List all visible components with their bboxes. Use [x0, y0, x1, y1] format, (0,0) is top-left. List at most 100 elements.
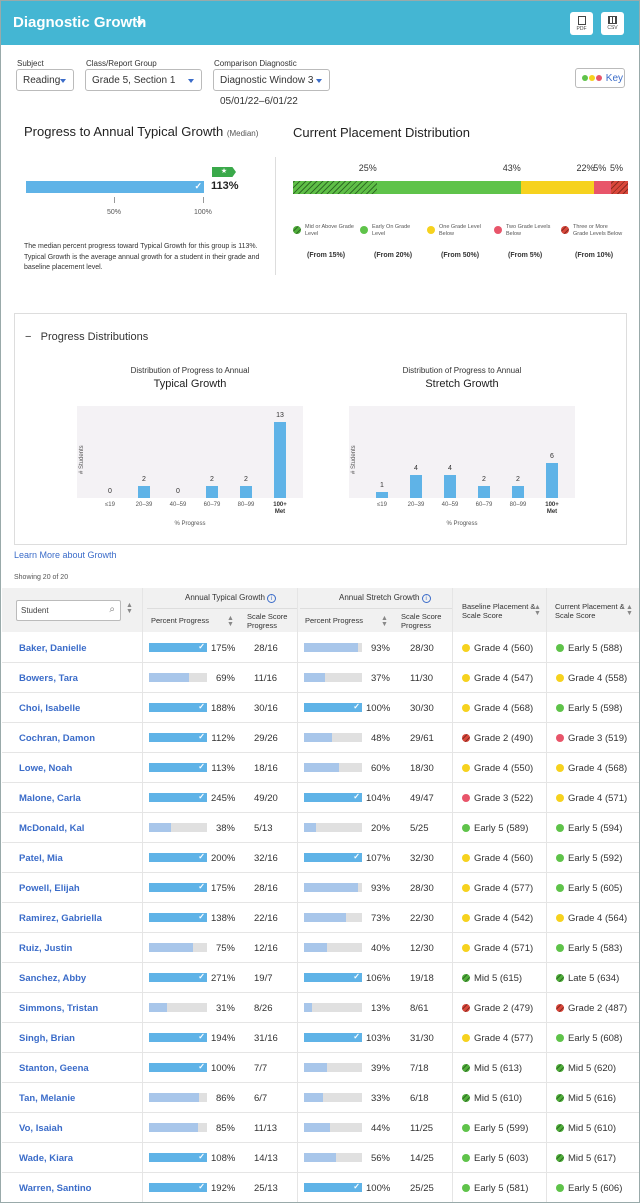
chart-data-label: 1	[380, 482, 384, 490]
placement-text: Grade 4 (560)	[474, 853, 534, 864]
divider	[300, 608, 452, 609]
scale-score-progress: 11/13	[254, 1123, 278, 1134]
percent-progress: 100%	[366, 703, 391, 714]
progress-bar: ✓	[149, 792, 207, 802]
check-icon: ✓	[198, 1032, 205, 1041]
progress-value: 113%	[211, 180, 239, 192]
sort-icon[interactable]: ▲ ▼	[534, 604, 541, 617]
tick-mark	[114, 197, 115, 203]
scale-score-progress: 11/25	[410, 1123, 434, 1134]
student-name-link[interactable]: Baker, Danielle	[19, 643, 87, 654]
student-name-link[interactable]: Sanchez, Abby	[19, 973, 87, 984]
chart-plot-area	[349, 406, 575, 498]
col-percent-stretch[interactable]: Percent Progress	[305, 616, 363, 625]
csv-button[interactable]: CSV	[601, 12, 624, 35]
student-name-link[interactable]: Malone, Carla	[19, 793, 81, 804]
current-placement: Early 5 (588)	[556, 643, 622, 654]
col-percent-typical[interactable]: Percent Progress	[151, 616, 209, 625]
placement-segment	[594, 181, 612, 194]
baseline-placement: Mid 5 (613)	[462, 1063, 522, 1074]
sort-icon[interactable]: ▲ ▼	[126, 602, 133, 615]
current-placement: Grade 4 (568)	[556, 763, 627, 774]
check-icon: ✓	[353, 852, 360, 861]
progress-bar	[304, 913, 362, 922]
progress-bar	[304, 1063, 362, 1072]
app-header: Diagnostic Growth PDF CSV	[1, 1, 639, 45]
student-name-link[interactable]: Patel, Mia	[19, 853, 63, 864]
progress-bar-fill	[149, 673, 190, 682]
col-current[interactable]: Current Placement & Scale Score	[555, 602, 625, 620]
collapse-toggle[interactable]: − Progress Distributions	[25, 331, 148, 343]
check-icon: ✓	[353, 1032, 360, 1041]
percent-progress: 106%	[366, 973, 391, 984]
percent-progress: 175%	[211, 643, 236, 654]
student-name-link[interactable]: Powell, Elijah	[19, 883, 80, 894]
student-name-link[interactable]: Bowers, Tara	[19, 673, 78, 684]
scale-score-progress: 5/13	[254, 823, 273, 834]
student-name-link[interactable]: Wade, Kiara	[19, 1153, 74, 1164]
pdf-button[interactable]: PDF	[570, 12, 593, 35]
student-name-link[interactable]: Cochran, Damon	[19, 733, 96, 744]
col-scale-stretch[interactable]: Scale Score Progress	[401, 612, 442, 630]
class-select[interactable]: Grade 5, Section 1	[85, 69, 202, 91]
csv-icon	[608, 16, 617, 24]
placement-percent: 5%	[593, 163, 607, 173]
sort-icon[interactable]: ▲ ▼	[381, 615, 388, 628]
sort-icon[interactable]: ▲ ▼	[626, 604, 633, 617]
student-name-link[interactable]: Warren, Santino	[19, 1183, 92, 1194]
progress-bar: ✓	[149, 882, 207, 892]
tick-mark	[203, 197, 204, 203]
page-title[interactable]: Diagnostic Growth	[13, 14, 147, 31]
student-name-link[interactable]: Singh, Brian	[19, 1033, 75, 1044]
scale-score-progress: 14/25	[410, 1153, 434, 1164]
chart-tick-label: 100+ Met	[545, 502, 559, 515]
scale-score-progress: 30/16	[254, 703, 278, 714]
chevron-down-icon[interactable]	[136, 21, 144, 26]
baseline-placement: Mid 5 (610)	[462, 1093, 522, 1104]
student-name-link[interactable]: Stanton, Geena	[19, 1063, 89, 1074]
key-button[interactable]: Key	[575, 68, 625, 88]
scale-score-progress: 6/18	[410, 1093, 429, 1104]
scale-score-progress: 31/30	[410, 1033, 434, 1044]
progress-bar-fill	[304, 1153, 337, 1162]
student-name-link[interactable]: Choi, Isabelle	[19, 703, 81, 714]
student-name-link[interactable]: Simmons, Tristan	[19, 1003, 99, 1014]
chart-bar	[240, 486, 252, 498]
student-name-link[interactable]: Ruiz, Justin	[19, 943, 73, 954]
col-baseline[interactable]: Baseline Placement & Scale Score	[462, 602, 536, 620]
percent-progress: 40%	[370, 943, 390, 954]
placement-percent: 22%	[576, 163, 595, 173]
percent-progress: 20%	[370, 823, 390, 834]
student-name-link[interactable]: Tan, Melanie	[19, 1093, 76, 1104]
chart-bar	[410, 474, 422, 498]
student-name-link[interactable]: McDonald, Kal	[19, 823, 85, 834]
progress-bar	[304, 1153, 362, 1162]
placement-dot-icon	[462, 734, 470, 742]
placement-percent: 25%	[358, 163, 377, 173]
student-search-input[interactable]: Student ⌕	[16, 600, 121, 621]
placement-text: Early 5 (583)	[568, 943, 623, 954]
scale-score-progress: 49/47	[410, 793, 434, 804]
progress-bar: ✓	[304, 702, 362, 712]
progress-bar	[149, 943, 207, 952]
student-name-link[interactable]: Vo, Isaiah	[19, 1123, 63, 1134]
comparison-select[interactable]: Diagnostic Window 3	[213, 69, 330, 91]
progress-title: Progress to Annual Typical Growth (Media…	[24, 124, 258, 139]
learn-more-link[interactable]: Learn More about Growth	[14, 550, 117, 560]
subject-label: Subject	[17, 59, 44, 68]
info-icon[interactable]: i	[267, 594, 277, 603]
placement-text: Early 5 (592)	[568, 853, 623, 864]
placement-dot-icon	[556, 1034, 564, 1042]
info-icon[interactable]: i	[421, 594, 431, 603]
student-name-link[interactable]: Ramirez, Gabriella	[19, 913, 102, 924]
placement-text: Grade 4 (558)	[568, 673, 628, 684]
percent-progress: 48%	[370, 733, 390, 744]
scale-score-progress: 8/61	[410, 1003, 429, 1014]
subject-select[interactable]: Reading	[16, 69, 74, 91]
placement-dot-icon	[462, 1124, 470, 1132]
col-scale-typical[interactable]: Scale Score Progress	[247, 612, 288, 630]
student-name-link[interactable]: Lowe, Noah	[19, 763, 73, 774]
key-dot-icon	[582, 75, 588, 81]
sort-icon[interactable]: ▲ ▼	[227, 615, 234, 628]
current-placement: Late 5 (634)	[556, 973, 619, 984]
